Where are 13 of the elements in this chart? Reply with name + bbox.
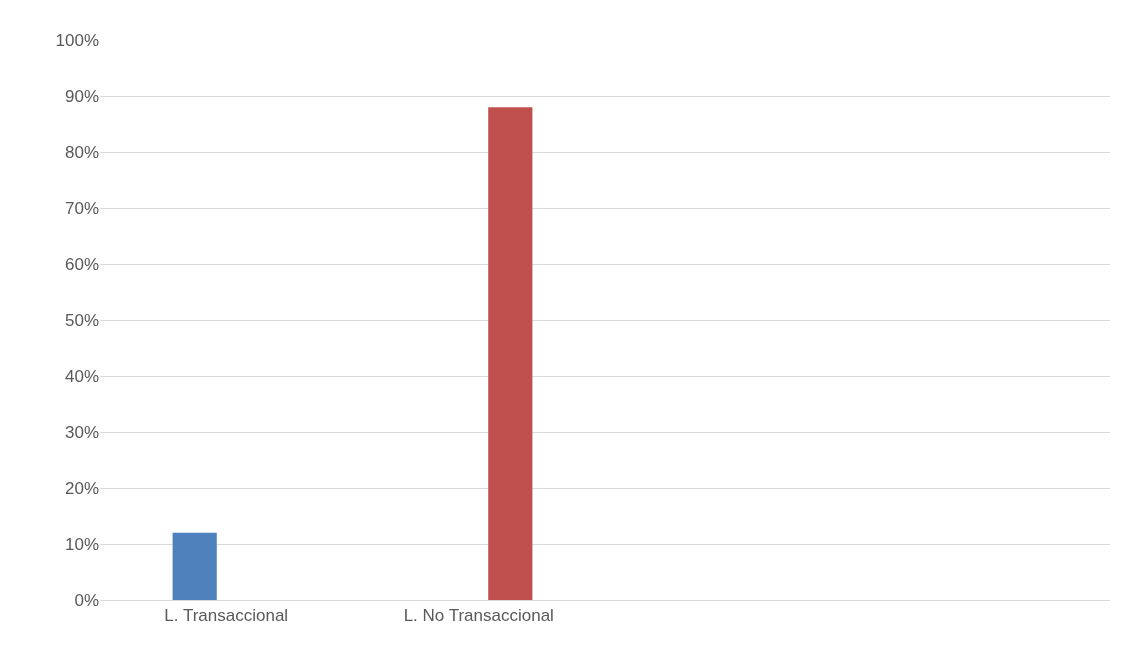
x-tick-label: L. Transaccional — [164, 606, 289, 626]
y-tick-label: 60% — [64, 254, 99, 274]
y-tick-label: 50% — [64, 310, 99, 330]
y-tick-label: 70% — [64, 198, 99, 218]
y-tick-label: 40% — [64, 366, 99, 386]
y-tick-label: 80% — [64, 142, 99, 162]
y-tick-label: 0% — [74, 590, 99, 610]
y-tick-label: 90% — [64, 86, 99, 106]
y-tick-label: 20% — [64, 478, 99, 498]
y-tick-label: 30% — [64, 422, 99, 442]
y-tick-label: 100% — [55, 30, 99, 50]
x-tick-label: L. No Transaccional — [403, 606, 554, 626]
y-tick-label: 10% — [64, 534, 99, 554]
